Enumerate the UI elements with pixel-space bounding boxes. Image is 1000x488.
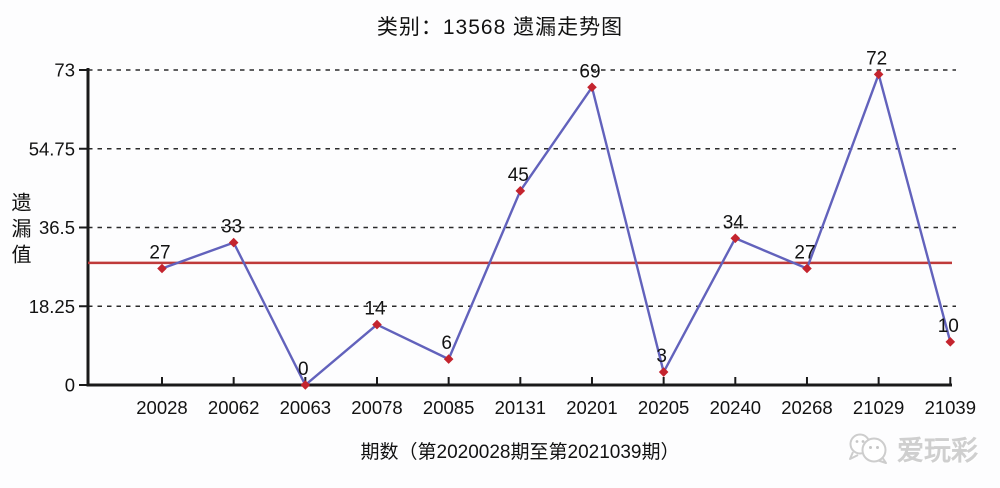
x-tick-label: 21039 <box>925 397 976 418</box>
y-tick-label: 18.25 <box>29 296 75 317</box>
data-point-marker <box>730 233 741 244</box>
data-point-marker <box>945 337 956 347</box>
value-label: 10 <box>938 316 959 337</box>
x-tick-label: 20240 <box>710 397 761 418</box>
value-label: 6 <box>441 333 452 354</box>
data-point-marker <box>515 186 526 196</box>
y-tick-label: 73 <box>54 60 75 81</box>
value-label: 69 <box>579 61 600 82</box>
value-label: 72 <box>866 48 887 69</box>
data-point-marker <box>802 263 812 274</box>
x-tick-label: 20062 <box>208 397 259 418</box>
value-label: 27 <box>149 242 170 263</box>
data-point-marker <box>873 69 884 80</box>
data-point-marker <box>372 319 382 330</box>
value-label: 0 <box>298 359 309 380</box>
y-tick-label: 36.5 <box>39 217 75 238</box>
x-tick-label: 20205 <box>638 397 689 418</box>
data-point-marker <box>228 237 239 248</box>
data-point-marker <box>300 380 311 390</box>
value-label: 45 <box>508 165 529 186</box>
watermark: 爱玩彩 <box>846 429 978 468</box>
x-axis-title: 期数（第2020028期至第2021039期） <box>360 442 680 463</box>
value-label: 33 <box>221 217 242 238</box>
y-tick-label: 0 <box>65 375 75 396</box>
x-tick-label: 20028 <box>136 397 187 418</box>
x-tick-label: 20085 <box>423 397 474 418</box>
value-label: 14 <box>364 299 386 320</box>
data-point-marker <box>587 82 597 93</box>
x-tick-label: 20078 <box>351 397 402 418</box>
y-axis-label: 遗漏值 <box>8 192 30 270</box>
value-label: 3 <box>656 346 667 367</box>
x-tick-label: 20063 <box>280 397 331 418</box>
x-tick-label: 20131 <box>495 397 546 418</box>
x-tick-label: 20201 <box>566 397 617 418</box>
watermark-text: 爱玩彩 <box>897 436 978 466</box>
y-tick-label: 54.75 <box>29 138 75 159</box>
data-point-marker <box>658 367 669 377</box>
x-tick-label: 21029 <box>853 397 904 418</box>
wechat-icon <box>849 433 887 464</box>
data-point-marker <box>443 354 454 364</box>
series-line <box>160 73 952 387</box>
value-label: 27 <box>794 242 815 263</box>
chart-title: 类别：13568 遗漏走势图 <box>376 16 624 39</box>
data-point-marker <box>157 263 167 274</box>
value-label: 34 <box>723 212 745 233</box>
x-tick-label: 20268 <box>781 397 832 418</box>
